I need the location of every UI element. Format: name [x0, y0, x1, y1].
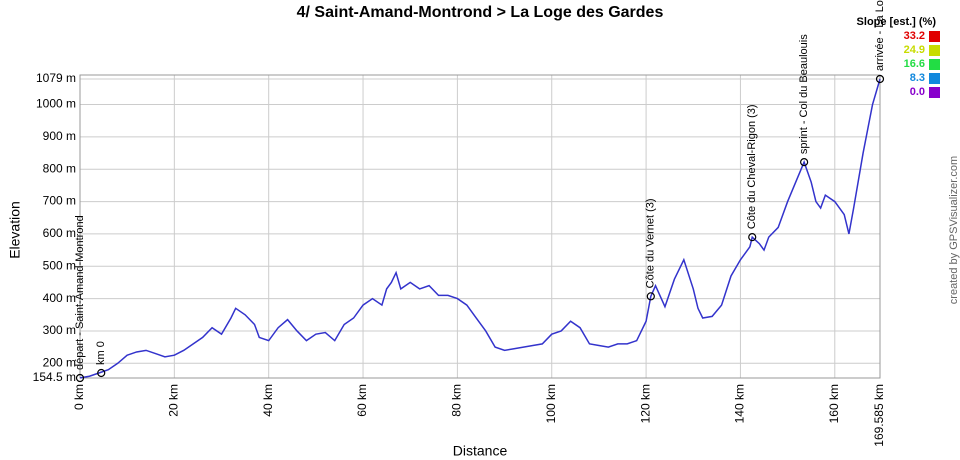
x-axis-label: Distance	[453, 443, 508, 459]
legend-label: 8.3	[910, 72, 925, 84]
legend-swatch	[929, 59, 940, 70]
x-tick-label: 60 km	[355, 384, 369, 417]
y-tick-label: 200 m	[43, 355, 76, 369]
x-tick-label: 160 km	[827, 384, 841, 423]
y-tick-label: 500 m	[43, 258, 76, 272]
chart-title: 4/ Saint-Amand-Montrond > La Loge des Ga…	[297, 4, 664, 21]
waypoint	[748, 233, 757, 242]
y-tick-label: 900 m	[43, 129, 76, 143]
x-tick-label: 169.585 km	[872, 384, 886, 447]
elevation-line	[79, 78, 881, 379]
x-tick-label: 20 km	[167, 384, 181, 417]
y-tick-label: 154.5 m	[33, 370, 76, 384]
legend-label: 33.2	[904, 30, 925, 42]
y-tick-label: 600 m	[43, 226, 76, 240]
waypoint-label: km 0	[95, 341, 107, 365]
legend-label: 24.9	[904, 44, 925, 56]
x-tick-label: 40 km	[261, 384, 275, 417]
waypoint-label: Côte du Cheval-Rigon (3)	[746, 104, 758, 229]
waypoint	[875, 74, 885, 84]
waypoint-label: départ - Saint-Amand-Montrond	[74, 215, 86, 370]
y-axis-label: Elevation	[7, 201, 23, 259]
waypoint	[75, 373, 85, 383]
legend-swatch	[929, 87, 940, 98]
waypoint-label: sprint - Col du Beaulouis	[798, 34, 810, 154]
legend-swatch	[929, 45, 940, 56]
x-tick-label: 100 km	[544, 384, 558, 423]
y-tick-label: 1000 m	[36, 97, 76, 111]
legend-swatch	[929, 31, 940, 42]
x-tick-label: 140 km	[733, 384, 747, 423]
credit: created by GPSVisualizer.com	[948, 156, 960, 304]
x-tick-label: 0 km	[72, 384, 86, 410]
legend-title: Slope [est.] (%)	[857, 16, 937, 28]
legend-label: 16.6	[904, 58, 925, 70]
x-tick-label: 80 km	[450, 384, 464, 417]
legend-label: 0.0	[910, 86, 925, 98]
waypoint-label: Côte du Vernet (3)	[645, 198, 657, 288]
waypoint	[97, 368, 106, 378]
waypoint	[800, 158, 809, 167]
legend-swatch	[929, 73, 940, 84]
x-tick-label: 120 km	[638, 384, 652, 423]
y-tick-label: 300 m	[43, 323, 76, 337]
y-tick-label: 700 m	[43, 194, 76, 208]
y-tick-label: 800 m	[43, 161, 76, 175]
y-tick-label: 400 m	[43, 291, 76, 305]
waypoint	[646, 292, 655, 301]
plot-frame	[79, 74, 881, 379]
waypoint-label: arrivée - La Loge des Gardes	[874, 0, 886, 71]
y-tick-label: 1079 m	[36, 71, 76, 85]
